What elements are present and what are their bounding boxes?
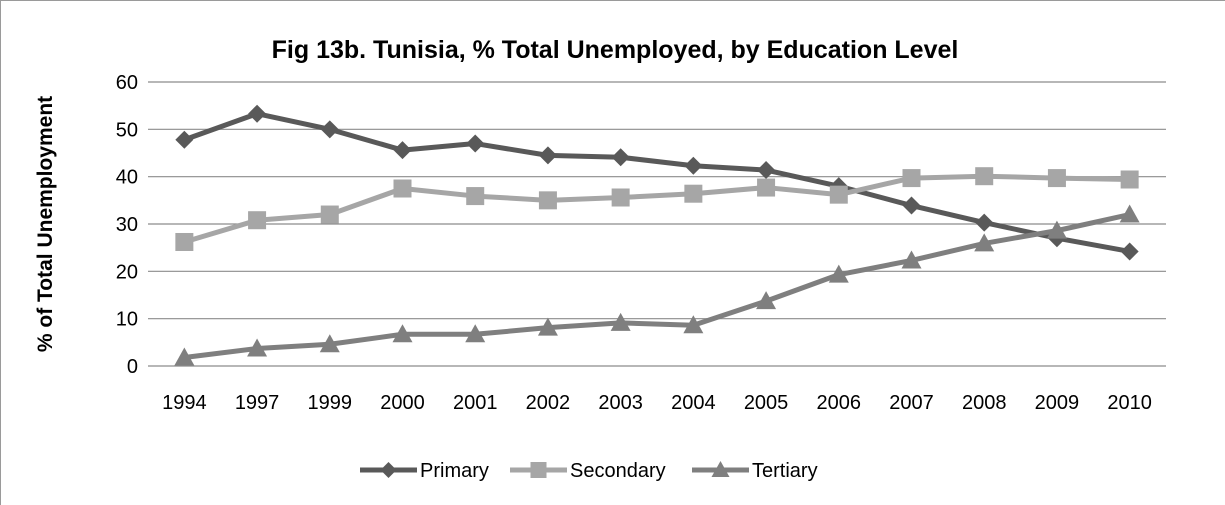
y-tick-label: 40 — [116, 167, 138, 189]
data-point-square — [393, 179, 412, 198]
x-tick-label: 2006 — [817, 392, 862, 414]
data-point-diamond — [393, 141, 412, 160]
data-point-diamond — [1120, 242, 1139, 261]
x-tick-label: 1994 — [162, 392, 207, 414]
y-tick-label: 0 — [127, 356, 138, 378]
data-point-triangle — [392, 324, 413, 343]
y-axis-label: % of Total Unemployment — [34, 96, 57, 352]
data-point-diamond — [684, 156, 703, 175]
data-point-diamond — [757, 161, 776, 180]
x-tick-label: 2001 — [453, 392, 498, 414]
x-tick-label: 2003 — [598, 392, 643, 414]
data-point-diamond — [175, 130, 194, 149]
data-point-square — [530, 462, 547, 478]
series-primary — [175, 104, 1139, 261]
y-tick-label: 50 — [116, 119, 138, 141]
data-point-triangle — [537, 317, 558, 336]
legend-label: Primary — [420, 460, 489, 482]
x-tick-label: 2007 — [889, 392, 934, 414]
x-tick-label: 2004 — [671, 392, 716, 414]
data-point-diamond — [975, 213, 994, 232]
y-tick-label: 30 — [116, 214, 138, 236]
data-point-triangle — [247, 338, 268, 357]
x-tick-label: 1999 — [308, 392, 353, 414]
data-point-diamond — [902, 196, 921, 215]
data-point-square — [466, 187, 485, 206]
data-point-square — [538, 191, 557, 210]
series-lines — [174, 104, 1140, 366]
x-tick-label: 2002 — [526, 392, 571, 414]
y-axis-ticks: 0 10 20 30 40 50 60 — [116, 72, 138, 378]
x-tick-label: 2010 — [1107, 392, 1152, 414]
chart-title: Fig 13b. Tunisia, % Total Unemployed, by… — [272, 36, 959, 64]
x-axis-ticks: 1994 1997 1999 2000 2001 2002 2003 2004 2005 2006… — [162, 392, 1152, 414]
data-point-square — [684, 184, 703, 203]
y-tick-label: 10 — [116, 309, 138, 331]
legend-item-tertiary: Tertiary — [692, 460, 818, 482]
data-point-square — [611, 188, 630, 207]
data-point-diamond — [611, 148, 630, 167]
data-point-diamond — [380, 462, 397, 478]
data-point-triangle — [610, 312, 631, 331]
legend: Primary Secondary Tertiary — [360, 460, 818, 482]
data-point-triangle — [1046, 220, 1067, 239]
legend-label: Secondary — [570, 460, 666, 482]
data-point-triangle — [1119, 204, 1140, 223]
data-point-square — [829, 185, 848, 204]
series-line-primary — [183, 111, 1131, 254]
data-point-triangle — [174, 347, 195, 366]
data-point-triangle — [465, 324, 486, 343]
data-point-square — [757, 178, 776, 197]
data-point-triangle — [683, 315, 704, 334]
data-point-diamond — [320, 120, 339, 139]
data-point-triangle — [974, 233, 995, 252]
data-point-square — [248, 211, 267, 230]
series-secondary — [175, 167, 1139, 251]
data-point-square — [975, 167, 994, 186]
data-point-diamond — [538, 146, 557, 165]
data-point-triangle — [319, 334, 340, 353]
data-point-triangle — [828, 264, 849, 283]
x-tick-label: 2005 — [744, 392, 789, 414]
x-tick-label: 2000 — [380, 392, 425, 414]
data-point-square — [175, 232, 194, 251]
data-point-triangle — [711, 461, 730, 477]
x-tick-label: 1997 — [235, 392, 280, 414]
series-line-tertiary — [184, 212, 1131, 360]
series-line-secondary — [183, 173, 1130, 245]
legend-label: Tertiary — [752, 460, 818, 482]
data-point-square — [1120, 170, 1139, 189]
data-point-diamond — [248, 104, 267, 123]
y-tick-label: 20 — [116, 261, 138, 283]
data-point-square — [902, 169, 921, 188]
data-point-diamond — [466, 134, 485, 153]
series-tertiary — [174, 204, 1140, 366]
y-tick-label: 60 — [116, 72, 138, 94]
data-point-square — [1047, 169, 1066, 188]
data-point-triangle — [756, 291, 777, 310]
legend-item-secondary: Secondary — [510, 460, 666, 482]
x-tick-label: 2009 — [1035, 392, 1080, 414]
data-point-triangle — [901, 250, 922, 269]
data-point-square — [320, 205, 339, 224]
x-tick-label: 2008 — [962, 392, 1007, 414]
legend-item-primary: Primary — [360, 460, 489, 482]
